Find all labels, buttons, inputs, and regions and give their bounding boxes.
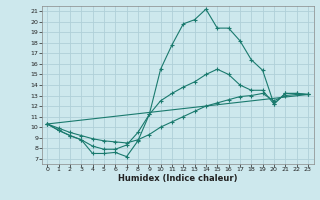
X-axis label: Humidex (Indice chaleur): Humidex (Indice chaleur) [118, 174, 237, 183]
